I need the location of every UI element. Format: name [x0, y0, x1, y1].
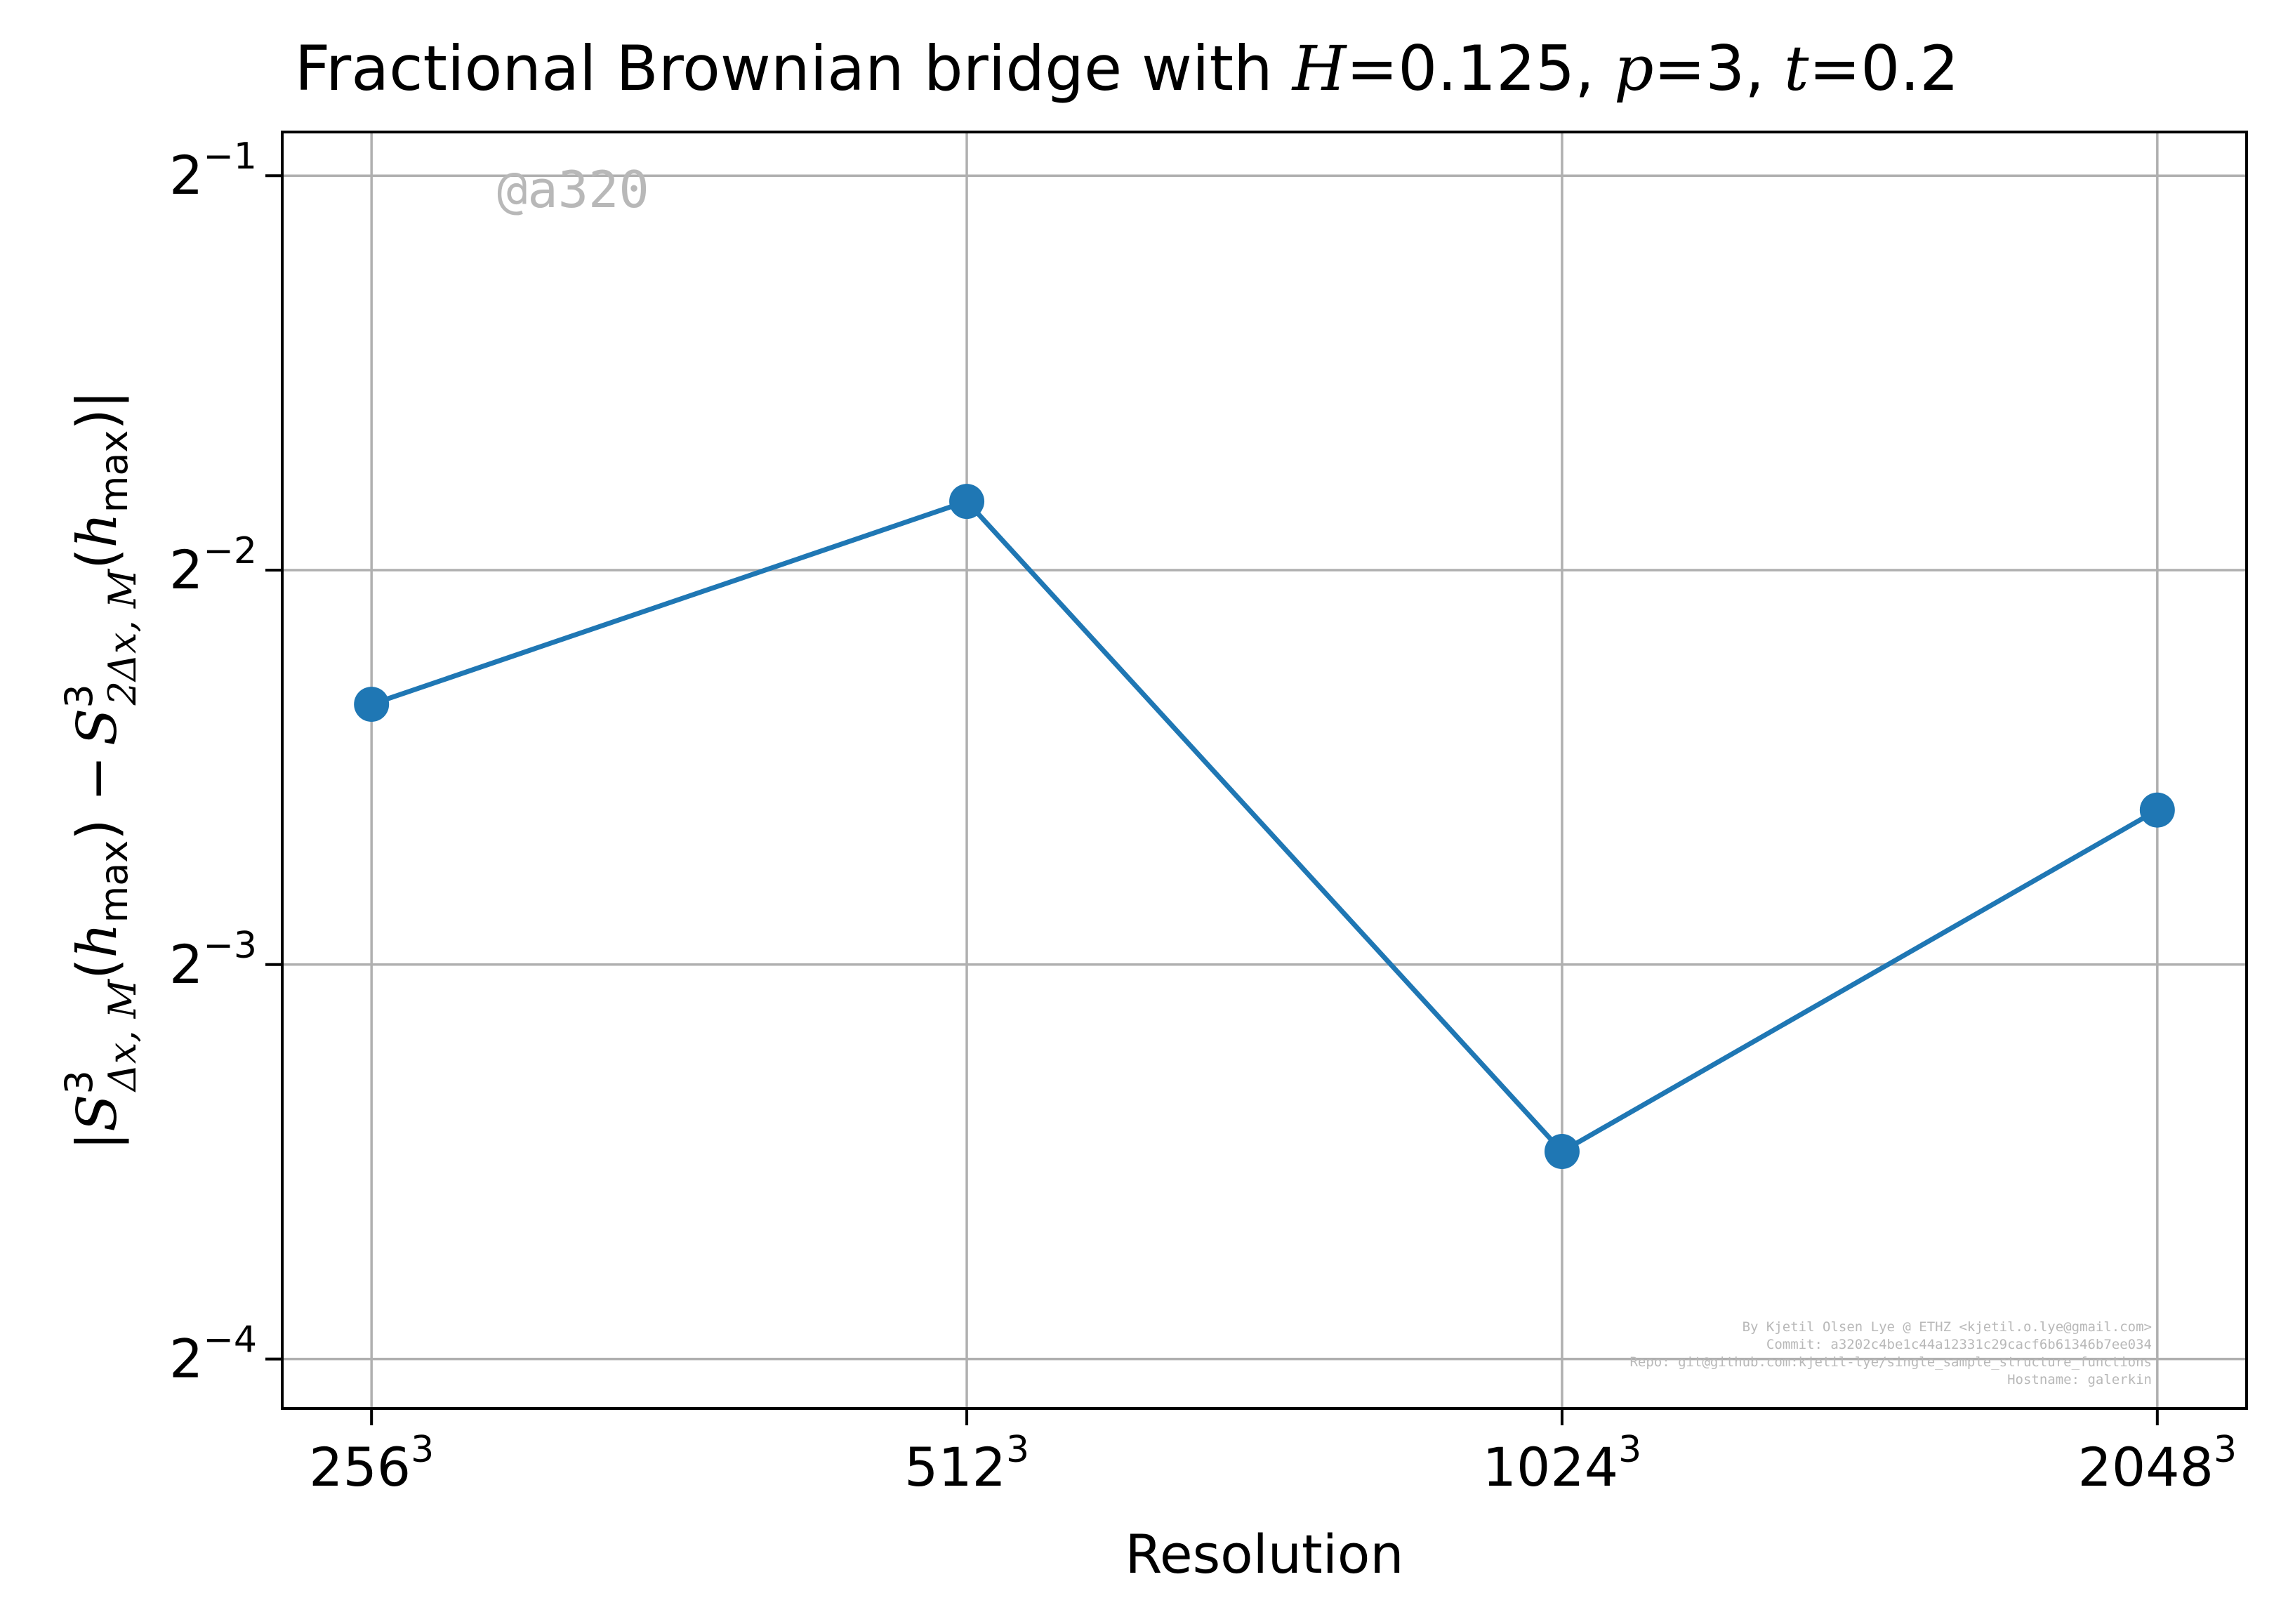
ylabel-paren-open-2: (	[66, 548, 129, 569]
watermark: @a320	[497, 160, 649, 219]
data-point-1024	[1544, 1134, 1580, 1170]
ylabel-h2: h	[66, 513, 129, 548]
title-prefix: Fractional Brownian bridge with	[295, 32, 1292, 105]
y-tick-label: 2−2	[169, 530, 257, 601]
x-tick-exponent: 3	[1618, 1429, 1641, 1471]
ylabel-S2: S	[66, 708, 129, 746]
data-point-256	[354, 687, 390, 722]
plot-frame	[281, 131, 2248, 1410]
x-tick-exponent: 3	[411, 1429, 434, 1471]
y-tick-exponent: −4	[203, 1319, 257, 1361]
x-axis: 2563 5123 10243 20483	[309, 1408, 2237, 1498]
credit-line-repo: Repo: git@github.com:kjetil-lye/single_s…	[1629, 1354, 2152, 1370]
x-tick-label-256: 2563	[309, 1429, 434, 1498]
x-tick-base: 1024	[1483, 1436, 1618, 1498]
y-tick-base: 2	[169, 1328, 203, 1390]
credits-block: By Kjetil Olsen Lye @ ETHZ <kjetil.o.lye…	[1629, 1319, 2152, 1387]
y-tick-exponent: −2	[203, 530, 257, 572]
ylabel-S1: S	[66, 1094, 129, 1131]
ylabel-paren-open-1: (	[66, 958, 129, 979]
y-tick-base: 2	[169, 144, 203, 206]
x-tick-base: 256	[309, 1436, 411, 1498]
x-tick-exponent: 3	[1006, 1429, 1029, 1471]
series-line	[369, 499, 2160, 1154]
data-point-512	[949, 484, 985, 520]
y-tick-base: 2	[169, 539, 203, 601]
ylabel-h1-sub: max	[92, 840, 136, 923]
y-axis-label: |S3Δx, M(hmax) −S32Δx, M(hmax)|	[57, 390, 145, 1150]
x-tick-label-1024: 10243	[1483, 1429, 1642, 1498]
ylabel-S2-sub: 2Δx, M	[100, 568, 145, 706]
grid-lines	[282, 132, 2247, 1408]
y-tick-exponent: −3	[203, 925, 257, 967]
title-comma-1: ,	[1575, 32, 1614, 105]
title-H-value: 0.125	[1398, 32, 1575, 105]
title-eq-3: =	[1809, 32, 1861, 105]
title-p-value: 3	[1705, 32, 1745, 105]
title-t-value: 0.2	[1860, 32, 1959, 105]
ylabel-S1-sup: 3	[57, 1070, 101, 1094]
credit-line-hostname: Hostname: galerkin	[2007, 1372, 2152, 1387]
chart-title: Fractional Brownian bridge with H=0.125,…	[295, 32, 1959, 105]
x-tick-base: 2048	[2078, 1436, 2214, 1498]
x-tick-exponent: 3	[2214, 1429, 2237, 1471]
ylabel-bar-right: |	[66, 390, 129, 409]
ylabel-S1-sub: Δx, M	[100, 978, 145, 1092]
x-tick-label-2048: 20483	[2078, 1429, 2237, 1498]
title-t-symbol: t	[1784, 32, 1809, 105]
ylabel-h2-sub: max	[92, 430, 136, 513]
ylabel-h1: h	[66, 923, 129, 958]
x-axis-label: Resolution	[1125, 1523, 1403, 1585]
title-H-symbol: H	[1291, 32, 1348, 105]
title-eq-2: =	[1653, 32, 1705, 105]
title-comma-2: ,	[1745, 32, 1784, 105]
ylabel-bar-left: |	[66, 1132, 129, 1150]
y-tick-exponent: −1	[203, 136, 257, 178]
ylabel-S2-sup: 3	[57, 684, 101, 708]
y-tick-label: 2−1	[169, 136, 257, 206]
title-eq-1: =	[1346, 32, 1398, 105]
y-tick-label: 2−3	[169, 925, 257, 996]
ylabel-paren-close-2: )	[66, 409, 129, 430]
title-p-symbol: p	[1614, 32, 1653, 105]
y-axis: 2−12−22−32−4	[169, 136, 282, 1390]
ylabel-minus: −	[66, 755, 129, 801]
ylabel-paren-close-1: )	[66, 801, 129, 840]
x-tick-label-512: 5123	[904, 1429, 1029, 1498]
y-tick-base: 2	[169, 933, 203, 996]
x-tick-base: 512	[904, 1436, 1006, 1498]
series-markers	[354, 484, 2175, 1170]
data-point-2048	[2139, 792, 2175, 828]
credit-line-commit: Commit: a3202c4be1c44a12331c29cacf6b6134…	[1766, 1337, 2152, 1352]
credit-line-author: By Kjetil Olsen Lye @ ETHZ <kjetil.o.lye…	[1743, 1319, 2152, 1335]
y-tick-label: 2−4	[169, 1319, 257, 1390]
